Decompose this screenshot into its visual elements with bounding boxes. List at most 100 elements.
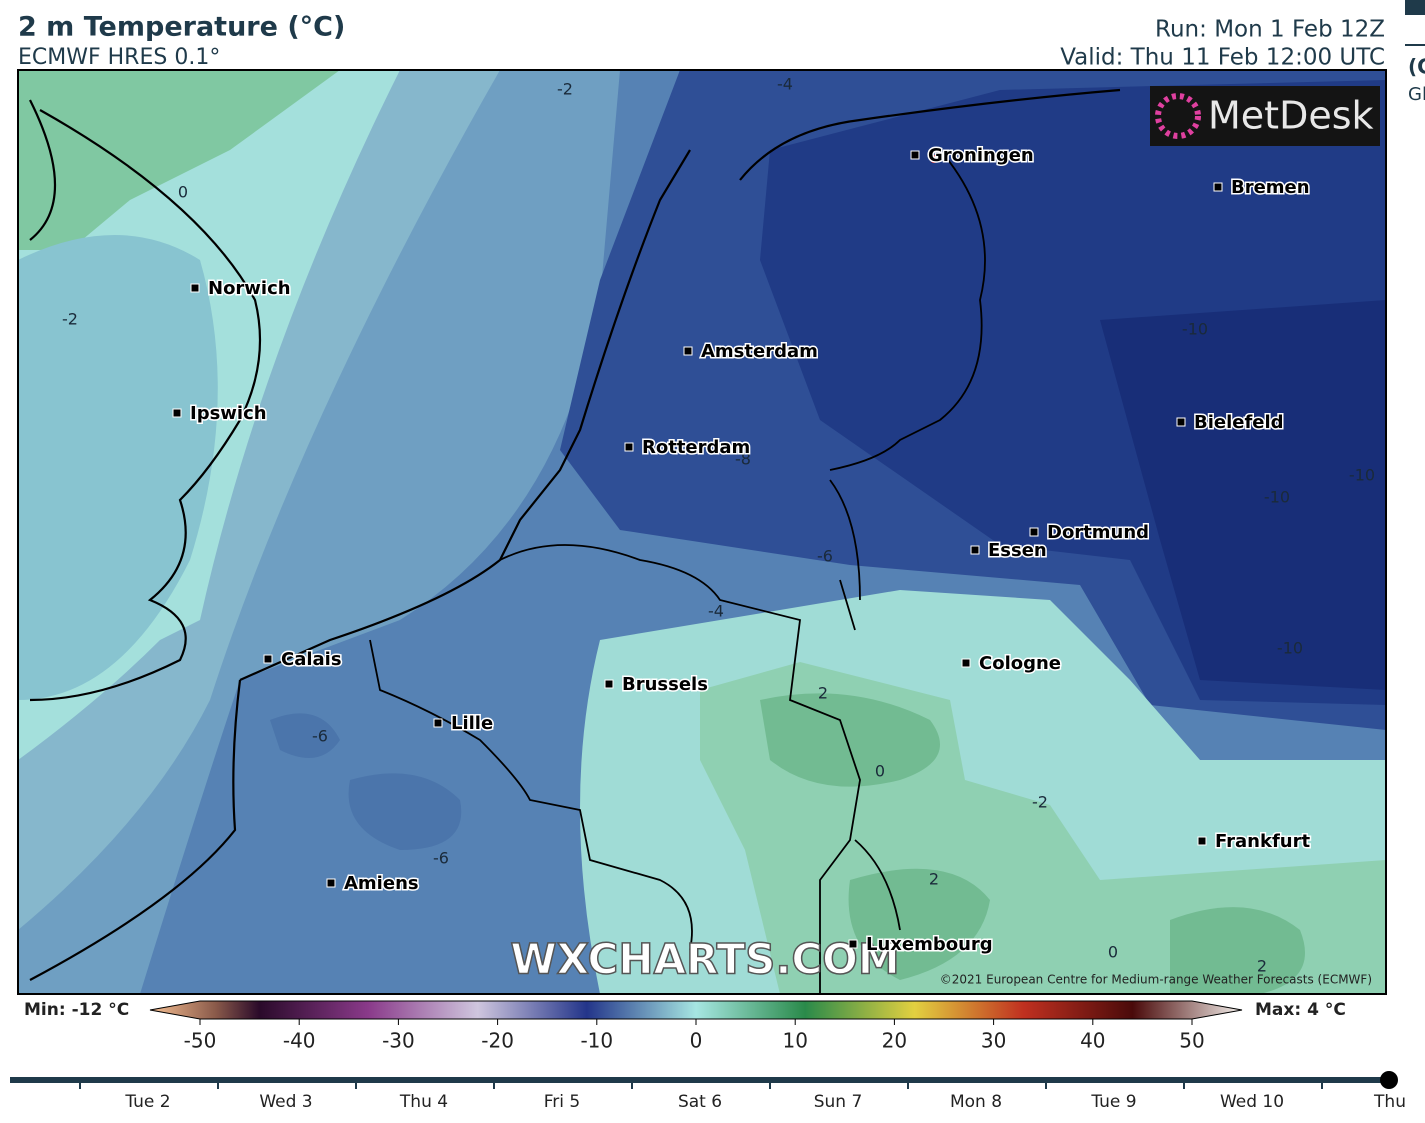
contour-label: -2 — [1032, 793, 1048, 812]
contour-label: -10 — [1182, 320, 1208, 339]
colorbar-tick-label: -20 — [481, 1029, 514, 1053]
city-marker — [190, 283, 200, 293]
map-frame — [17, 69, 1387, 995]
timeline-day[interactable]: Sun 7 — [814, 1092, 863, 1112]
city-label: Dortmund — [1047, 522, 1149, 543]
city-marker — [1176, 417, 1186, 427]
contour-label: 0 — [1108, 943, 1118, 962]
logo-background — [1150, 86, 1380, 146]
colorbar-min: Min: -12 °C — [24, 1000, 129, 1020]
timeline-day[interactable]: Mon 8 — [950, 1092, 1002, 1112]
city-marker — [848, 939, 858, 949]
city-label: Luxembourg — [866, 934, 993, 955]
timeline-handle[interactable] — [1380, 1071, 1398, 1089]
logo-text: MetDesk — [1208, 94, 1374, 138]
side-panel-text: (C — [1408, 55, 1425, 79]
copyright: ©2021 European Centre for Medium-range W… — [940, 973, 1372, 987]
run-time: Run: Mon 1 Feb 12Z — [1155, 17, 1385, 43]
timeline-day[interactable]: Fri 5 — [544, 1092, 580, 1112]
logo-mark — [1155, 93, 1201, 139]
title: 2 m Temperature (°C) — [18, 12, 345, 43]
field — [270, 713, 462, 850]
city-marker — [910, 150, 920, 160]
contour-label: -10 — [1277, 639, 1303, 658]
subtitle: ECMWF HRES 0.1° — [18, 45, 220, 70]
city-marker — [961, 658, 971, 668]
city-marker — [604, 679, 614, 689]
city-marker — [1213, 182, 1223, 192]
colorbar-tick-label: 30 — [981, 1029, 1006, 1053]
contour-label: -6 — [312, 727, 328, 746]
city-label: Amsterdam — [701, 341, 818, 362]
contour-label: -4 — [708, 602, 724, 621]
colorbar-max: Max: 4 °C — [1255, 1000, 1346, 1020]
contour-label: 2 — [818, 684, 828, 703]
city-label: Norwich — [208, 278, 291, 299]
timeline-day[interactable]: Sat 6 — [678, 1092, 722, 1112]
city-label: Lille — [451, 713, 493, 734]
contour-label: -6 — [817, 547, 833, 566]
colorbar-tick-label: 40 — [1080, 1029, 1105, 1053]
city-label: Bielefeld — [1194, 412, 1284, 433]
contour-label: -4 — [777, 75, 793, 94]
colorbar-tick-label: -10 — [580, 1029, 613, 1053]
city-marker — [683, 346, 693, 356]
contour-label: -2 — [557, 80, 573, 99]
colorbar-tick-label: -40 — [283, 1029, 316, 1053]
timeline-day[interactable]: Thu 4 — [399, 1092, 448, 1112]
contour-label: -10 — [1349, 466, 1375, 485]
border — [369, 149, 986, 994]
colorbar-tick-label: 20 — [882, 1029, 907, 1053]
city-label: Calais — [281, 649, 342, 670]
field — [18, 70, 340, 250]
colorbar — [149, 1000, 1243, 1020]
colorbar-tick-label: -50 — [184, 1029, 217, 1053]
side-panel-text: Gl — [1408, 84, 1425, 105]
contour-label: -8 — [735, 450, 751, 469]
map: -2 -4 0 -2 -10 -8 -10 -10 -6 -4 -10 2 -6 0 -2 -6 2 0 2 — [18, 70, 1386, 994]
timeline-day[interactable]: Tue 9 — [1090, 1092, 1136, 1112]
city-marker — [433, 718, 443, 728]
city-label: Amiens — [344, 873, 419, 894]
city-label: Frankfurt — [1215, 831, 1310, 852]
city-marker — [1197, 836, 1207, 846]
timeline-day[interactable]: Wed 3 — [259, 1092, 312, 1112]
coastline — [29, 88, 1121, 981]
city-marker — [970, 545, 980, 555]
contour-label: 2 — [929, 870, 939, 889]
colorbar-tick-label: 10 — [782, 1029, 807, 1053]
watermark: WXCHARTS.COM — [510, 935, 899, 984]
timeline-day[interactable]: Tue 2 — [124, 1092, 170, 1112]
logo: MetDesk — [1150, 86, 1380, 146]
contour-label: 2 — [1257, 957, 1267, 976]
city-label: Brussels — [622, 674, 708, 695]
city-label: Groningen — [928, 145, 1034, 166]
location-marker — [930, 155, 938, 163]
city-marker — [624, 442, 634, 452]
valid-time: Valid: Thu 11 Feb 12:00 UTC — [1060, 45, 1385, 71]
contour-label: 0 — [875, 762, 885, 781]
contour-label: -2 — [62, 310, 78, 329]
contour-label: 0 — [178, 183, 188, 202]
city-label: Bremen — [1231, 177, 1310, 198]
city-marker — [326, 878, 336, 888]
city-label: Rotterdam — [642, 437, 750, 458]
colorbar-tick-label: 0 — [690, 1029, 703, 1053]
colorbar-tick-label: -30 — [382, 1029, 415, 1053]
city-label: Ipswich — [190, 403, 267, 424]
field — [760, 693, 940, 787]
colorbar-tick-label: 50 — [1179, 1029, 1204, 1053]
city-marker — [1029, 527, 1039, 537]
city-label: Essen — [988, 540, 1047, 561]
side-panel-bar — [1405, 0, 1425, 15]
field — [848, 868, 990, 980]
field — [1170, 907, 1305, 994]
timeline-day[interactable]: Thu — [1373, 1092, 1406, 1112]
timeline-day[interactable]: Wed 10 — [1220, 1092, 1284, 1112]
city-marker — [172, 408, 182, 418]
contour-label: -6 — [433, 849, 449, 868]
field — [1100, 300, 1386, 690]
city-label: Cologne — [979, 653, 1061, 674]
city-marker — [263, 654, 273, 664]
